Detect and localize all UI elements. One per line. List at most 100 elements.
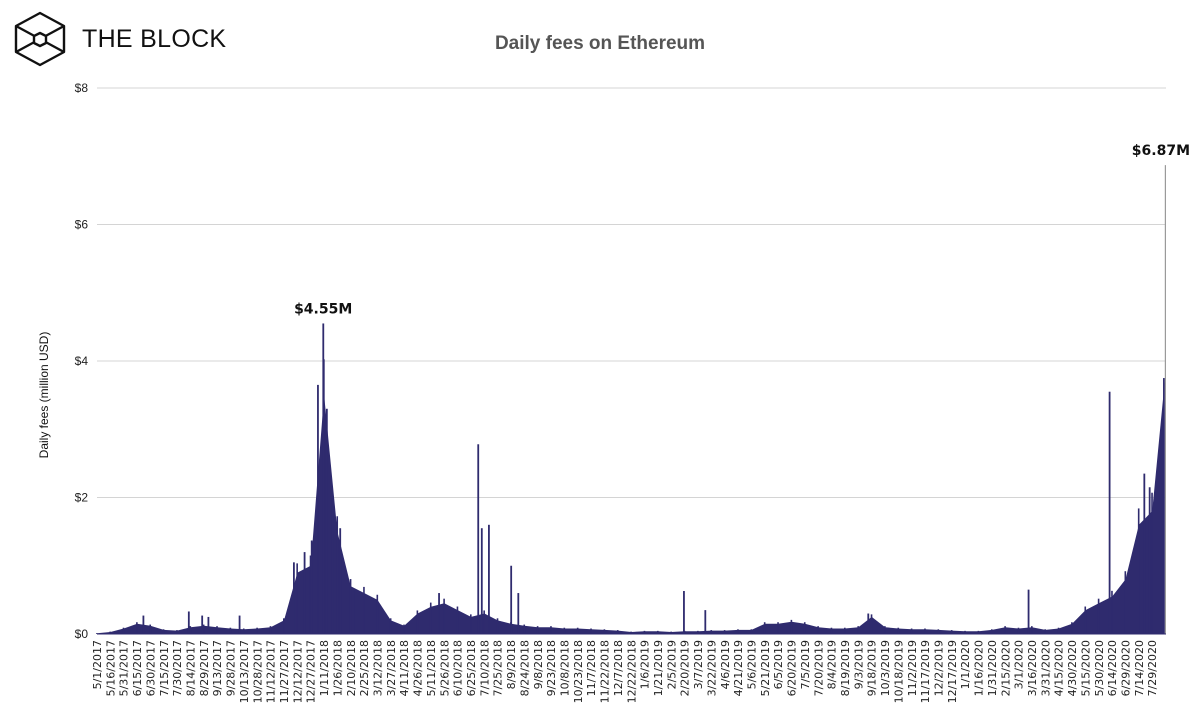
bar bbox=[857, 626, 859, 634]
x-tick-label: 12/7/2018 bbox=[612, 640, 625, 696]
bar bbox=[536, 626, 539, 634]
x-tick-label: 10/3/2019 bbox=[879, 640, 892, 696]
x-tick-label: 11/12/2017 bbox=[265, 640, 278, 703]
x-tick-label: 1/1/2020 bbox=[959, 640, 972, 689]
bar bbox=[657, 630, 659, 634]
bar bbox=[1044, 629, 1046, 634]
x-tick-label: 4/21/2019 bbox=[732, 640, 745, 696]
bar bbox=[844, 627, 846, 634]
peak-bar bbox=[488, 524, 490, 634]
bar bbox=[1057, 627, 1060, 634]
bar bbox=[884, 626, 886, 634]
bar bbox=[897, 627, 900, 634]
bar bbox=[416, 610, 419, 634]
x-tick-label: 5/30/2020 bbox=[1093, 640, 1106, 696]
x-tick-label: 5/31/2017 bbox=[118, 640, 131, 696]
x-tick-label: 6/14/2020 bbox=[1106, 640, 1119, 696]
bar bbox=[630, 631, 632, 634]
bar bbox=[109, 631, 111, 634]
x-tick-label: 6/5/2019 bbox=[772, 640, 785, 689]
peak-bar bbox=[331, 497, 334, 634]
x-tick-label: 9/8/2018 bbox=[532, 640, 545, 689]
peak-bar bbox=[293, 562, 295, 634]
bar bbox=[950, 630, 953, 634]
x-tick-label: 7/14/2020 bbox=[1133, 640, 1146, 696]
bar bbox=[443, 598, 445, 634]
cube-hexagon-icon bbox=[14, 11, 66, 67]
bar bbox=[777, 622, 779, 634]
y-tick-label: $0 bbox=[75, 627, 89, 641]
bar bbox=[1031, 626, 1033, 634]
bar bbox=[496, 618, 499, 634]
bar bbox=[216, 626, 218, 634]
x-tick-label: 2/25/2018 bbox=[358, 640, 371, 696]
x-tick-label: 9/13/2017 bbox=[211, 640, 224, 696]
peak-bar bbox=[310, 540, 313, 634]
bar bbox=[269, 626, 272, 634]
bar bbox=[242, 628, 245, 634]
peak-bar bbox=[867, 613, 870, 634]
peak-bar bbox=[207, 616, 210, 634]
bar bbox=[1137, 508, 1140, 634]
x-tick-label: 10/13/2017 bbox=[238, 640, 251, 703]
peak-bar bbox=[1148, 487, 1151, 634]
x-tick-label: 3/7/2019 bbox=[692, 640, 705, 689]
x-tick-label: 8/14/2017 bbox=[185, 640, 198, 696]
y-tick-label: $2 bbox=[75, 491, 89, 505]
x-tick-label: 7/20/2019 bbox=[812, 640, 825, 696]
bar bbox=[763, 622, 766, 634]
bar bbox=[1084, 606, 1087, 634]
peak-bar bbox=[1108, 391, 1111, 634]
x-tick-label: 2/5/2019 bbox=[665, 640, 678, 689]
chart-title: Daily fees on Ethereum bbox=[494, 33, 706, 54]
x-tick-label: 11/7/2018 bbox=[585, 640, 598, 696]
peak-bar bbox=[1027, 589, 1030, 634]
bar bbox=[149, 624, 152, 634]
x-tick-label: 5/6/2019 bbox=[746, 640, 759, 689]
x-tick-label: 4/30/2020 bbox=[1066, 640, 1079, 696]
x-tick-label: 1/26/2018 bbox=[331, 640, 344, 696]
x-tick-label: 5/15/2020 bbox=[1079, 640, 1092, 696]
peak-bar bbox=[704, 610, 707, 634]
bar bbox=[229, 627, 232, 634]
peak-bar bbox=[142, 615, 145, 634]
bar bbox=[189, 626, 192, 634]
bar bbox=[710, 630, 713, 634]
x-tick-label: 1/31/2020 bbox=[986, 640, 999, 696]
bar bbox=[616, 630, 619, 634]
x-tick-label: 5/16/2017 bbox=[104, 640, 117, 696]
x-tick-label: 4/15/2020 bbox=[1053, 640, 1066, 696]
bar bbox=[96, 633, 98, 634]
peak-annotation: $4.55M bbox=[294, 301, 352, 317]
peak-bar bbox=[325, 408, 328, 634]
x-tick-label: 6/25/2018 bbox=[465, 640, 478, 696]
x-tick-label: 5/1/2017 bbox=[91, 640, 104, 689]
bar bbox=[1071, 622, 1073, 634]
bar bbox=[790, 619, 793, 634]
x-tick-label: 3/31/2020 bbox=[1039, 640, 1052, 696]
x-tick-label: 3/12/2018 bbox=[372, 640, 385, 696]
logo: THE BLOCK bbox=[12, 11, 226, 67]
bar bbox=[136, 622, 138, 634]
x-tick-label: 6/15/2017 bbox=[131, 640, 144, 696]
bar bbox=[1151, 492, 1153, 634]
bar bbox=[737, 629, 739, 634]
x-tick-label: 5/26/2018 bbox=[438, 640, 451, 696]
x-tick-label: 10/23/2018 bbox=[572, 640, 585, 703]
x-tick-label: 6/20/2019 bbox=[786, 640, 799, 696]
bar bbox=[1097, 598, 1100, 634]
bar bbox=[363, 586, 365, 634]
bar bbox=[964, 630, 966, 634]
peak-bar bbox=[303, 552, 306, 634]
x-tick-label: 5/21/2019 bbox=[759, 640, 772, 696]
peak-bar bbox=[317, 384, 319, 634]
bar bbox=[336, 516, 339, 634]
peak-bar bbox=[683, 591, 685, 634]
x-tick-label: 2/10/2018 bbox=[345, 640, 358, 696]
bar bbox=[162, 629, 165, 634]
bar bbox=[697, 630, 699, 634]
bar bbox=[283, 618, 285, 634]
bar bbox=[670, 631, 672, 634]
x-tick-label: 9/23/2018 bbox=[545, 640, 558, 696]
